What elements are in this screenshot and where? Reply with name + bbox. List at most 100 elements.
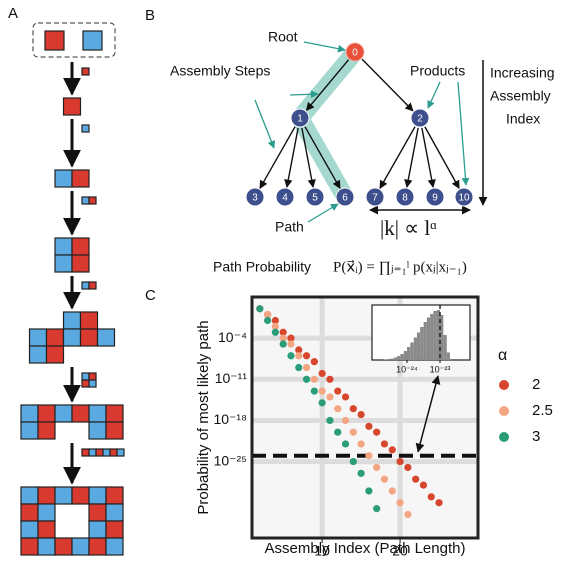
node-label: 1 [297,114,303,125]
histogram-bar [400,354,403,360]
block [82,373,89,380]
panel-label: C [145,287,156,304]
tree-edge [422,128,433,187]
block [106,487,123,504]
block [55,487,72,504]
point [350,429,357,436]
tree-edge [362,59,413,111]
point [373,464,380,471]
block [64,98,81,115]
y-axis-label: Probability of most likely path [195,320,212,514]
histogram-bar [417,333,420,361]
block [83,31,102,50]
block [21,521,38,538]
histogram-bar [391,359,394,361]
histogram-bar [404,351,407,360]
point [365,423,372,430]
block [106,405,123,422]
block [30,346,47,363]
block [21,405,38,422]
block [82,380,89,387]
block [89,521,106,538]
point [334,405,341,412]
point [342,417,349,424]
panel-c: C 10⁻⁴10⁻¹¹10⁻¹⁸10⁻²⁵102022.53αAssembly … [145,287,553,558]
legend-marker [499,406,509,416]
point [373,505,380,512]
block [103,449,110,456]
tree-edge [380,127,415,189]
block [81,329,98,346]
tree-edge [305,127,340,189]
block [81,312,98,329]
panel-label: B [145,7,155,24]
block [98,329,115,346]
block [72,255,89,272]
block [89,380,96,387]
legend-marker [499,432,509,442]
y-tick-label: 10⁻¹⁸ [213,411,247,427]
histogram-bar [443,335,446,360]
tree-edge [306,60,348,111]
node-label: 0 [352,48,358,59]
block [82,68,89,75]
index-label: Assembly [490,88,551,104]
point [311,358,318,365]
panel-b: B Root Assembly Steps Products Path Incr… [145,7,555,275]
block [30,329,47,346]
point [342,440,349,447]
block [82,282,89,289]
point [350,405,357,412]
tree-edge [260,127,295,189]
block [21,487,38,504]
block [89,373,96,380]
histogram-bar [414,338,417,361]
legend-label: 3 [532,428,540,445]
point [295,352,302,359]
block [106,538,123,555]
node-label: 7 [372,193,378,204]
block [64,312,81,329]
block [89,282,96,289]
point [381,476,388,483]
point [420,481,427,488]
pointer [255,100,274,148]
block [72,238,89,255]
node-label: 10 [458,193,470,204]
node-label: 4 [282,193,288,204]
histogram-bar [407,347,410,360]
histogram-bar [394,358,397,361]
point [404,464,411,471]
histogram-bar [410,343,413,361]
histogram-bar [387,359,391,360]
path-probability-label: Path Probability [213,259,311,275]
block [38,538,55,555]
histogram-bar [433,311,436,360]
block [45,31,64,50]
block [89,449,96,456]
block [47,346,64,363]
index-label: Increasing [490,65,555,81]
block [38,422,55,439]
point [435,499,442,506]
node-label: 3 [252,193,258,204]
point [389,446,396,453]
pointer [308,204,338,222]
block [72,170,89,187]
block [55,405,72,422]
point [303,352,310,359]
block [72,487,89,504]
block [89,504,106,521]
point [311,387,318,394]
pointer [428,82,440,108]
histogram-bar [397,356,400,360]
pointer [458,82,466,185]
pointer [304,42,345,50]
point [404,511,411,518]
point [287,352,294,359]
tree-edge [425,127,459,189]
block [38,504,55,521]
block [72,405,89,422]
index-label: Index [506,111,540,127]
point [326,376,333,383]
